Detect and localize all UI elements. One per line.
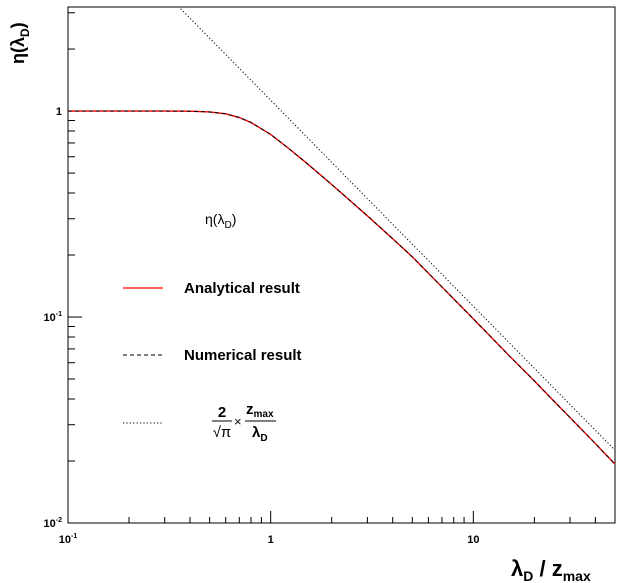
ticks-layer: 10-1 1 10 10-2 10-1 1 (44, 12, 616, 546)
legend-title: η(λD) (205, 211, 236, 231)
series-line-dotted (178, 7, 615, 451)
legend-formula: 2 √π× zmax λD (212, 401, 276, 444)
plot-frame (67, 6, 616, 524)
series-layer (68, 7, 615, 465)
legend-label: Numerical result (184, 347, 302, 364)
svg-text:2: 2 (218, 404, 226, 421)
x-tick-label: 1 (268, 534, 274, 546)
svg-text:zmax: zmax (246, 401, 274, 420)
y-tick-label: 10-1 (44, 311, 63, 324)
y-axis-label-text: η(λ (8, 37, 28, 64)
svg-text:λD: λD (252, 424, 268, 444)
x-axis-label: λD / zmax (511, 556, 591, 583)
y-tick-label: 1 (56, 106, 62, 118)
y-tick-label: 10-2 (44, 517, 63, 530)
x-tick-label: 10-1 (59, 533, 78, 546)
svg-text:×: × (234, 414, 242, 429)
svg-text:λD / zmax: λD / zmax (511, 556, 591, 583)
svg-text:η(λD): η(λD) (8, 22, 32, 64)
legend: η(λD) Analytical result Numerical result 2 √… (123, 211, 302, 444)
series-line-dashed (68, 110, 615, 465)
y-axis-label-sub: D (18, 28, 32, 37)
y-axis-label: η(λD) (8, 22, 32, 64)
x-tick-label: 10 (467, 534, 479, 546)
legend-label: Analytical result (184, 280, 300, 297)
svg-text:√π: √π (213, 424, 232, 441)
